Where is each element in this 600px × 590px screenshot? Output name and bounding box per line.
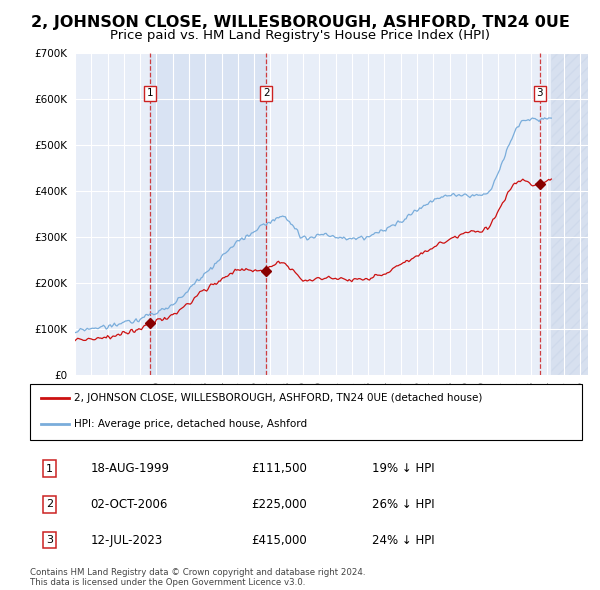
Text: 2: 2 bbox=[263, 88, 269, 99]
Text: Price paid vs. HM Land Registry's House Price Index (HPI): Price paid vs. HM Land Registry's House … bbox=[110, 30, 490, 42]
Bar bbox=[551, 53, 588, 375]
Text: £111,500: £111,500 bbox=[251, 462, 307, 475]
Text: 3: 3 bbox=[536, 88, 543, 99]
Text: 24% ↓ HPI: 24% ↓ HPI bbox=[372, 534, 435, 547]
Text: £415,000: £415,000 bbox=[251, 534, 307, 547]
Text: £225,000: £225,000 bbox=[251, 498, 307, 511]
Text: 2, JOHNSON CLOSE, WILLESBOROUGH, ASHFORD, TN24 0UE: 2, JOHNSON CLOSE, WILLESBOROUGH, ASHFORD… bbox=[31, 15, 569, 30]
Text: 3: 3 bbox=[46, 535, 53, 545]
Text: 18-AUG-1999: 18-AUG-1999 bbox=[91, 462, 170, 475]
Text: 2: 2 bbox=[46, 500, 53, 509]
FancyBboxPatch shape bbox=[30, 384, 582, 440]
Text: 2, JOHNSON CLOSE, WILLESBOROUGH, ASHFORD, TN24 0UE (detached house): 2, JOHNSON CLOSE, WILLESBOROUGH, ASHFORD… bbox=[74, 392, 482, 402]
Text: 1: 1 bbox=[46, 464, 53, 474]
Text: 19% ↓ HPI: 19% ↓ HPI bbox=[372, 462, 435, 475]
Text: Contains HM Land Registry data © Crown copyright and database right 2024.
This d: Contains HM Land Registry data © Crown c… bbox=[30, 568, 365, 587]
Bar bbox=[151, 53, 266, 375]
Text: 12-JUL-2023: 12-JUL-2023 bbox=[91, 534, 163, 547]
Text: HPI: Average price, detached house, Ashford: HPI: Average price, detached house, Ashf… bbox=[74, 419, 307, 429]
Text: 02-OCT-2006: 02-OCT-2006 bbox=[91, 498, 168, 511]
Text: 1: 1 bbox=[147, 88, 154, 99]
Text: 26% ↓ HPI: 26% ↓ HPI bbox=[372, 498, 435, 511]
